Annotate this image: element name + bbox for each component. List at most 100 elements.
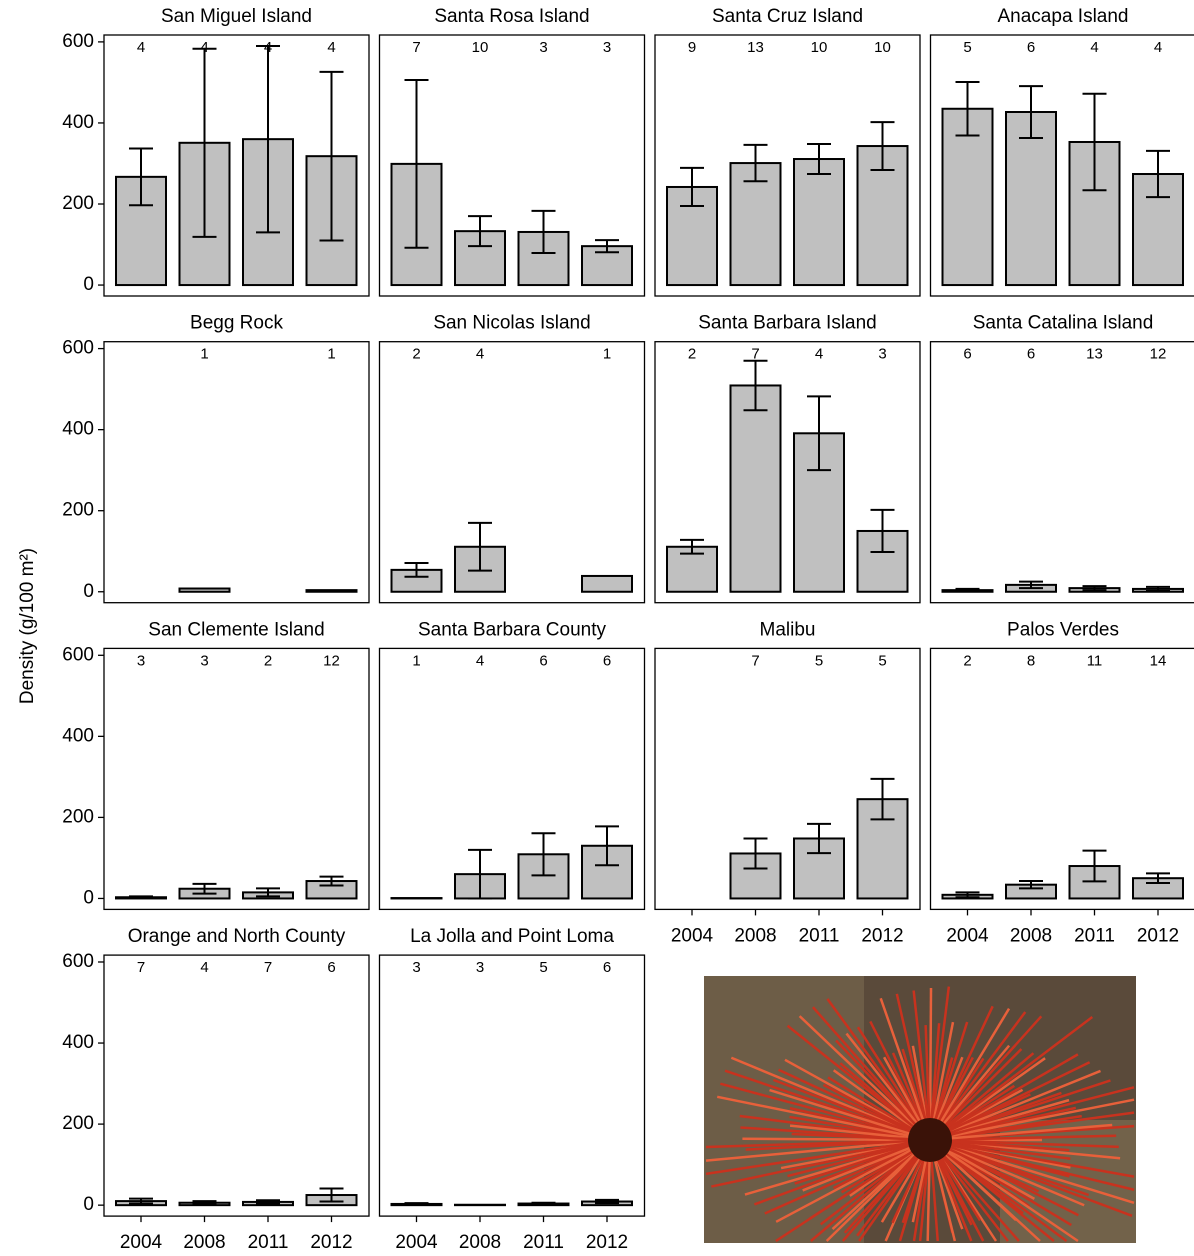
y-tick-label: 200 [62, 500, 94, 521]
y-tick-label: 600 [62, 644, 94, 665]
y-tick-label: 600 [62, 31, 94, 52]
n-label: 2 [963, 652, 971, 669]
n-label: 6 [963, 346, 971, 363]
panel-frame [380, 955, 645, 1216]
n-label: 8 [1027, 652, 1035, 669]
panel-title: San Miguel Island [161, 6, 312, 27]
chart: Density (g/100 m²) San Miguel Island0200… [0, 0, 1194, 1256]
error-bar [405, 1203, 429, 1205]
n-label: 11 [1087, 652, 1103, 669]
x-tick-label: 2012 [310, 1232, 352, 1253]
n-label: 13 [1086, 346, 1103, 363]
n-label: 4 [200, 959, 208, 976]
y-tick-label: 200 [62, 806, 94, 827]
panel-title: Palos Verdes [1007, 619, 1119, 640]
n-label: 7 [412, 39, 420, 56]
panel-title: San Nicolas Island [433, 313, 590, 334]
panel-title: Santa Rosa Island [434, 6, 589, 27]
n-label: 3 [412, 959, 420, 976]
panel-title: Santa Barbara Island [698, 313, 877, 334]
n-label: 5 [815, 652, 823, 669]
n-label: 12 [323, 652, 340, 669]
y-tick-label: 200 [62, 193, 94, 214]
n-label: 10 [811, 39, 828, 56]
panel-title: San Clemente Island [148, 619, 324, 640]
n-label: 10 [874, 39, 891, 56]
bar [731, 385, 781, 591]
panel-title: Santa Catalina Island [973, 313, 1154, 334]
n-label: 3 [137, 652, 145, 669]
n-label: 6 [603, 959, 611, 976]
panel-title: La Jolla and Point Loma [410, 926, 614, 947]
n-label: 10 [472, 39, 489, 56]
panel-frame [104, 342, 369, 603]
panel-title: Orange and North County [128, 926, 346, 947]
panel-title: Santa Barbara County [418, 619, 607, 640]
n-label: 5 [539, 959, 547, 976]
n-label: 4 [815, 346, 823, 363]
error-bar [129, 896, 153, 898]
n-label: 2 [264, 652, 272, 669]
n-label: 7 [751, 652, 759, 669]
y-tick-label: 0 [83, 887, 94, 908]
n-label: 5 [963, 39, 971, 56]
n-label: 5 [878, 652, 886, 669]
n-label: 4 [137, 39, 145, 56]
n-label: 4 [476, 346, 484, 363]
panel-frame [931, 648, 1194, 909]
y-tick-label: 600 [62, 951, 94, 972]
x-tick-label: 2012 [861, 925, 903, 946]
x-tick-label: 2012 [1137, 925, 1179, 946]
y-tick-label: 400 [62, 725, 94, 746]
n-label: 1 [603, 346, 611, 363]
n-label: 6 [1027, 39, 1035, 56]
n-label: 6 [539, 652, 547, 669]
x-tick-label: 2008 [1010, 925, 1052, 946]
n-label: 2 [688, 346, 696, 363]
x-tick-label: 2004 [395, 1232, 438, 1253]
x-tick-label: 2008 [734, 925, 776, 946]
y-tick-label: 400 [62, 419, 94, 440]
n-label: 1 [327, 346, 335, 363]
n-label: 9 [688, 39, 696, 56]
panel-title: Malibu [760, 619, 816, 640]
panel-title: Begg Rock [190, 313, 283, 334]
n-label: 6 [327, 959, 335, 976]
n-label: 3 [200, 652, 208, 669]
n-label: 2 [412, 346, 420, 363]
n-label: 1 [412, 652, 420, 669]
n-label: 3 [878, 346, 886, 363]
n-label: 4 [1154, 39, 1162, 56]
y-tick-label: 400 [62, 112, 94, 133]
y-tick-label: 200 [62, 1113, 94, 1134]
x-tick-label: 2004 [946, 925, 989, 946]
bar [307, 590, 357, 592]
n-label: 3 [476, 959, 484, 976]
n-label: 4 [327, 39, 335, 56]
panel-frame [104, 648, 369, 909]
y-tick-label: 0 [83, 581, 94, 602]
n-label: 7 [264, 959, 272, 976]
x-tick-label: 2011 [1074, 925, 1115, 946]
y-tick-label: 600 [62, 338, 94, 359]
bar [794, 159, 844, 285]
n-label: 6 [1027, 346, 1035, 363]
x-tick-label: 2012 [586, 1232, 628, 1253]
n-label: 1 [200, 346, 208, 363]
panel-frame [104, 955, 369, 1216]
panel-frame [931, 342, 1194, 603]
panel-title: Santa Cruz Island [712, 6, 863, 27]
x-tick-label: 2011 [799, 925, 840, 946]
x-tick-label: 2004 [120, 1232, 163, 1253]
y-axis-label: Density (g/100 m²) [17, 548, 38, 704]
y-tick-label: 0 [83, 1194, 94, 1215]
n-label: 4 [476, 652, 484, 669]
error-bar [532, 1203, 556, 1205]
n-label: 13 [747, 39, 764, 56]
bar [582, 576, 632, 592]
x-tick-label: 2008 [183, 1232, 225, 1253]
x-tick-label: 2004 [671, 925, 714, 946]
x-tick-label: 2011 [248, 1232, 289, 1253]
urchin-body [908, 1118, 952, 1162]
n-label: 6 [603, 652, 611, 669]
